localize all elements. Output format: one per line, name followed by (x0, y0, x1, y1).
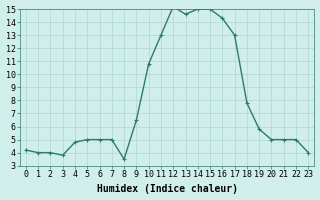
X-axis label: Humidex (Indice chaleur): Humidex (Indice chaleur) (97, 184, 237, 194)
